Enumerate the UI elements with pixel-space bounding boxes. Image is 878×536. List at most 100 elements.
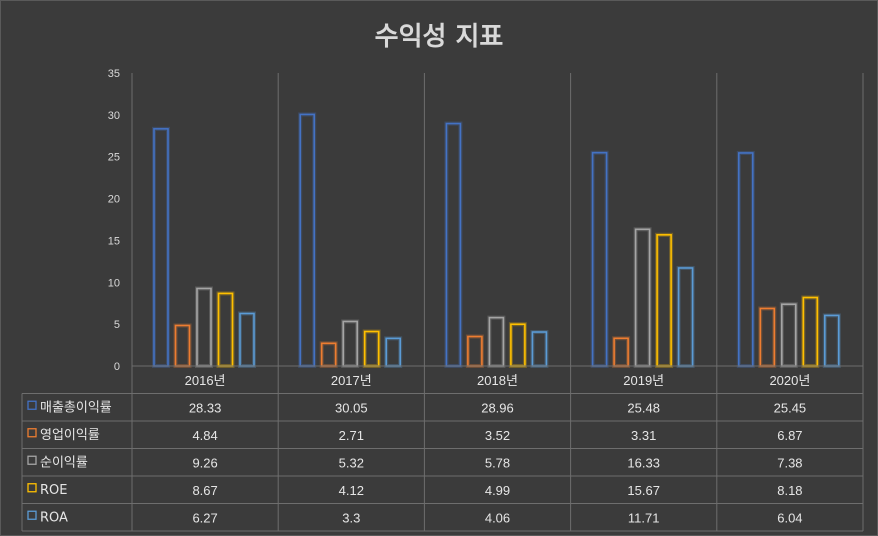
bar-glow	[590, 150, 609, 368]
bar-glow	[195, 286, 213, 368]
bar	[319, 341, 338, 368]
data-label: 6.87	[777, 428, 802, 443]
data-label: 30.05	[335, 400, 368, 415]
legend-key	[27, 455, 37, 465]
bar	[238, 311, 256, 368]
bar	[362, 329, 381, 368]
bar-glow	[362, 329, 381, 368]
data-label: 4.12	[339, 483, 364, 498]
bar-outline	[196, 287, 212, 367]
bar-outline	[802, 296, 819, 367]
data-label: 4.84	[192, 428, 217, 443]
data-label: 3.52	[485, 428, 510, 443]
bar-outline	[467, 335, 483, 367]
legend-key	[27, 483, 37, 493]
data-label: 25.45	[774, 400, 807, 415]
bar-glow	[655, 232, 674, 368]
bar	[655, 232, 674, 368]
bar-outline	[385, 337, 402, 367]
x-tick-label: 2018년	[477, 373, 518, 388]
bar-glow	[173, 323, 192, 369]
bar-outline	[217, 292, 234, 367]
legend-label: 순이익률	[40, 455, 88, 470]
bar-glow	[298, 112, 317, 368]
bar	[758, 306, 777, 368]
data-label: 28.33	[189, 400, 222, 415]
x-tick-label: 2017년	[331, 373, 372, 388]
y-tick-label: 5	[114, 319, 120, 331]
bar	[152, 126, 170, 368]
chart-title: 수익성 지표	[375, 22, 504, 52]
bar	[216, 291, 235, 368]
bar-outline	[677, 267, 694, 367]
data-label: 3.3	[342, 510, 360, 525]
bar-glow	[152, 126, 170, 368]
bar	[384, 336, 403, 369]
legend-label: ROE	[40, 483, 67, 498]
x-tick-label: 2020년	[769, 373, 810, 388]
y-tick-label: 20	[108, 194, 120, 206]
bar-outline	[823, 314, 840, 367]
bar	[676, 265, 695, 369]
y-tick-label: 10	[108, 277, 120, 289]
bar-glow	[530, 330, 549, 368]
bar-glow	[676, 265, 695, 369]
bar-outline	[656, 234, 672, 367]
bar-outline	[780, 303, 797, 367]
y-tick-label: 15	[108, 235, 120, 247]
bar-outline	[342, 320, 359, 367]
y-tick-label: 25	[108, 152, 120, 164]
bar-glow	[633, 227, 652, 368]
bar-glow	[779, 302, 798, 369]
bar	[801, 295, 820, 369]
data-label: 15.67	[627, 483, 660, 498]
bar-outline	[531, 331, 548, 367]
bar-glow	[508, 322, 527, 368]
y-tick-label: 35	[108, 68, 120, 80]
data-label: 8.67	[192, 483, 217, 498]
bar-outline	[174, 324, 191, 367]
bar-outline	[153, 128, 169, 367]
bar-outline	[488, 316, 505, 367]
y-axis-ticks: 0 5 10 15 20 25 30 35	[108, 68, 120, 373]
bar-glow	[612, 336, 631, 368]
bar	[736, 150, 755, 368]
bar	[487, 315, 506, 368]
bar	[530, 330, 549, 368]
bar	[590, 150, 609, 368]
data-label: 8.18	[777, 483, 802, 498]
bar	[173, 323, 192, 369]
legend-key	[27, 510, 37, 520]
bar-outline	[759, 307, 776, 367]
data-label: 4.06	[485, 510, 510, 525]
data-label: 5.32	[339, 455, 364, 470]
data-label: 16.33	[627, 455, 660, 470]
bar	[508, 322, 527, 368]
bar-glow	[238, 311, 256, 368]
bar-glow	[384, 336, 403, 369]
y-tick-label: 0	[114, 361, 120, 373]
x-tick-label: 2019년	[623, 373, 664, 388]
bar-outline	[299, 113, 316, 367]
data-label: 3.31	[631, 428, 656, 443]
bar	[195, 286, 213, 368]
bar-outline	[634, 228, 651, 367]
legend-label: ROA	[40, 510, 68, 525]
bar-outline	[239, 312, 255, 367]
bar	[612, 336, 631, 368]
data-label: 9.26	[192, 455, 217, 470]
bar-glow	[216, 291, 235, 368]
bar-outline	[737, 152, 754, 367]
bar-outline	[510, 323, 526, 367]
bar	[444, 121, 463, 368]
data-label: 5.78	[485, 455, 510, 470]
bar-glow	[341, 319, 360, 368]
data-label: 11.71	[628, 510, 660, 525]
bar-glow	[444, 121, 463, 368]
bar	[298, 112, 317, 368]
bar-outline	[445, 122, 462, 367]
bars	[152, 112, 841, 369]
bar-glow	[487, 315, 506, 368]
